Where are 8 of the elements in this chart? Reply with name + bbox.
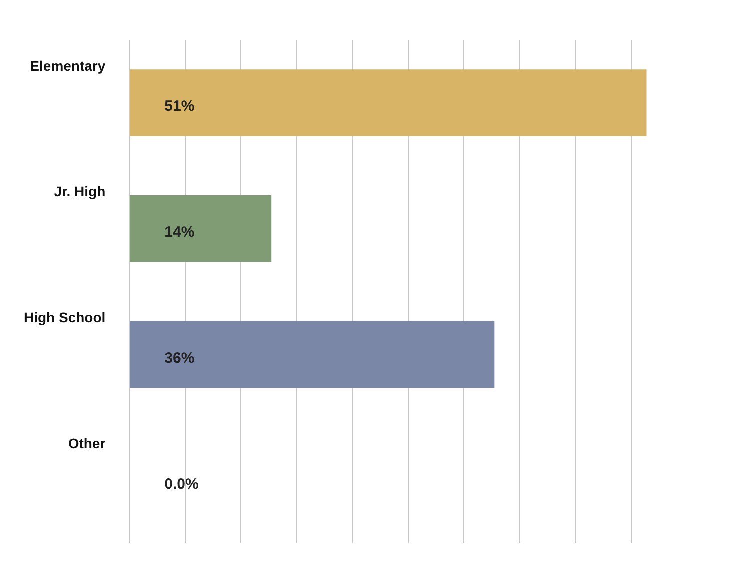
y-tick-label: Elementary xyxy=(30,58,106,74)
y-tick-label: High School xyxy=(24,310,106,326)
data-label: 36% xyxy=(164,350,195,367)
y-tick-label: Jr. High xyxy=(54,184,106,200)
data-label: 14% xyxy=(164,224,195,241)
y-tick-label: Other xyxy=(68,436,106,452)
data-label: 51% xyxy=(164,98,195,116)
data-label: 0.0% xyxy=(164,476,199,493)
